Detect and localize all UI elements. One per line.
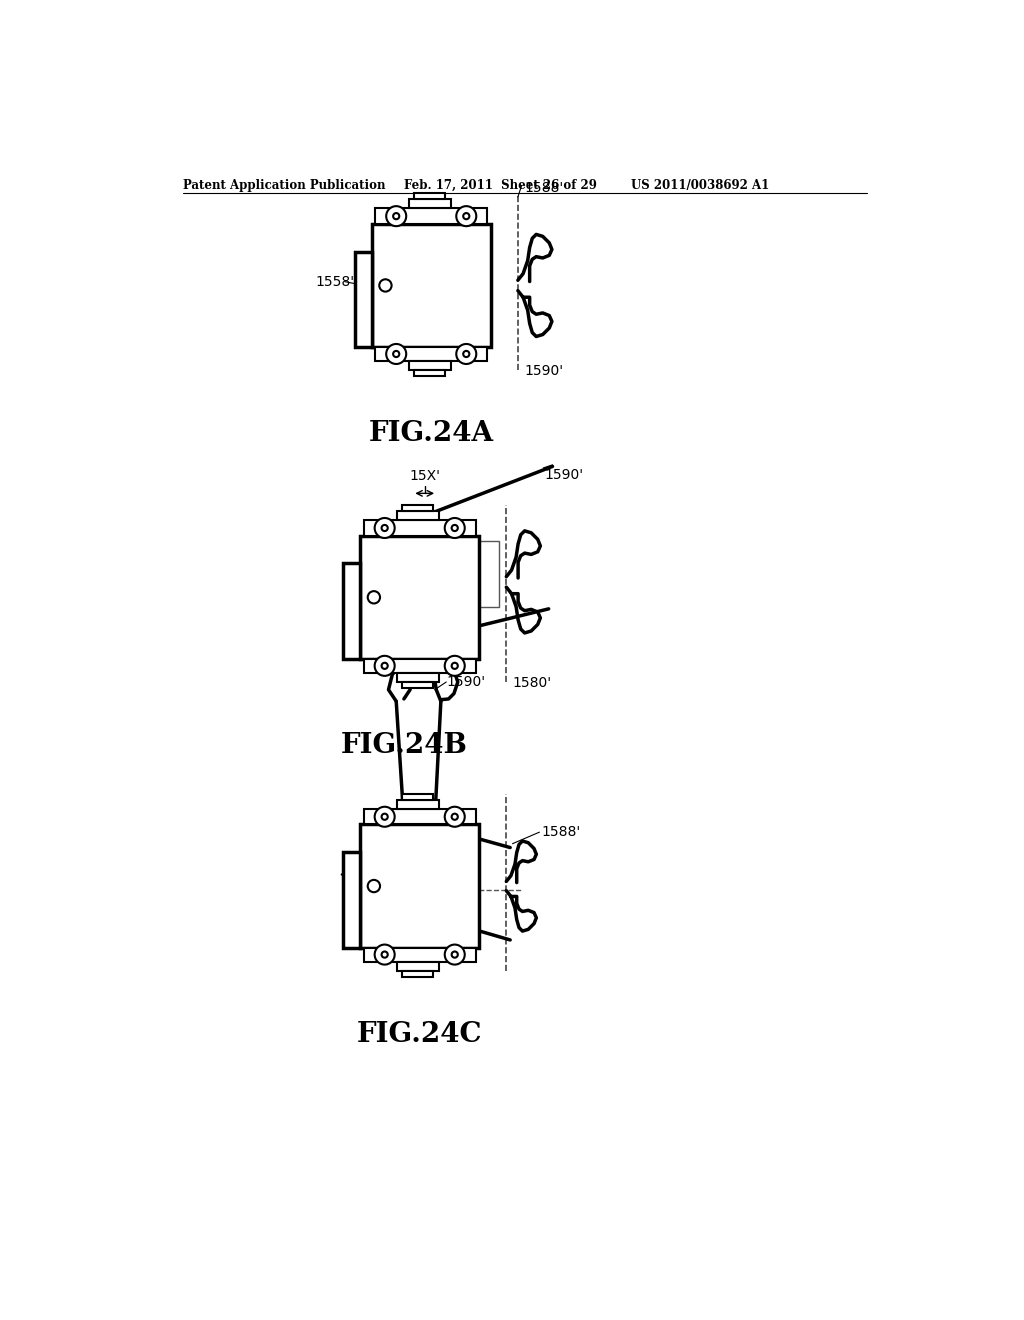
Bar: [354, 252, 372, 347]
Circle shape: [457, 345, 476, 364]
Circle shape: [375, 807, 394, 826]
Bar: [364, 809, 475, 825]
Circle shape: [382, 525, 388, 531]
Text: 1590': 1590': [545, 469, 584, 482]
Bar: [360, 825, 479, 948]
Circle shape: [382, 813, 388, 820]
Circle shape: [393, 351, 399, 358]
Bar: [409, 199, 451, 209]
Circle shape: [382, 663, 388, 669]
Text: FIG.24A: FIG.24A: [369, 420, 494, 447]
Bar: [409, 360, 451, 370]
Circle shape: [452, 525, 458, 531]
Bar: [376, 347, 487, 360]
Text: 1588': 1588': [524, 181, 563, 194]
Circle shape: [452, 663, 458, 669]
Text: FIG.24C: FIG.24C: [356, 1020, 482, 1048]
Circle shape: [386, 206, 407, 226]
Circle shape: [444, 807, 465, 826]
Bar: [402, 682, 433, 688]
Circle shape: [375, 945, 394, 965]
Circle shape: [463, 213, 469, 219]
Circle shape: [452, 952, 458, 958]
Bar: [360, 536, 479, 659]
Bar: [343, 564, 360, 659]
Circle shape: [393, 213, 399, 219]
Text: 1590': 1590': [446, 675, 485, 689]
Bar: [372, 224, 490, 347]
Bar: [397, 961, 439, 970]
Bar: [397, 673, 439, 682]
Text: US 2011/0038692 A1: US 2011/0038692 A1: [631, 180, 769, 193]
Bar: [343, 853, 360, 948]
Circle shape: [452, 813, 458, 820]
Circle shape: [444, 945, 465, 965]
Text: 1588': 1588': [541, 825, 581, 840]
Bar: [414, 370, 444, 376]
Bar: [364, 948, 475, 961]
Bar: [402, 506, 433, 511]
Bar: [376, 209, 487, 224]
Circle shape: [379, 280, 391, 292]
Circle shape: [375, 656, 394, 676]
Circle shape: [457, 206, 476, 226]
Bar: [402, 793, 433, 800]
Circle shape: [368, 880, 380, 892]
Bar: [364, 659, 475, 673]
Circle shape: [444, 517, 465, 539]
Text: 1590': 1590': [524, 364, 563, 378]
Text: 1580': 1580': [512, 676, 552, 690]
Circle shape: [368, 591, 380, 603]
Bar: [397, 511, 439, 520]
Circle shape: [444, 656, 465, 676]
Circle shape: [375, 517, 394, 539]
Bar: [364, 520, 475, 536]
Bar: [414, 193, 444, 199]
Circle shape: [382, 952, 388, 958]
Text: Patent Application Publication: Patent Application Publication: [183, 180, 385, 193]
Circle shape: [463, 351, 469, 358]
Bar: [402, 970, 433, 977]
Bar: [397, 800, 439, 809]
Text: FIG.24B: FIG.24B: [340, 733, 467, 759]
Text: Feb. 17, 2011  Sheet 26 of 29: Feb. 17, 2011 Sheet 26 of 29: [403, 180, 597, 193]
Text: 1558': 1558': [315, 275, 354, 289]
Text: 15X': 15X': [410, 470, 440, 483]
Circle shape: [386, 345, 407, 364]
Bar: [402, 541, 499, 607]
